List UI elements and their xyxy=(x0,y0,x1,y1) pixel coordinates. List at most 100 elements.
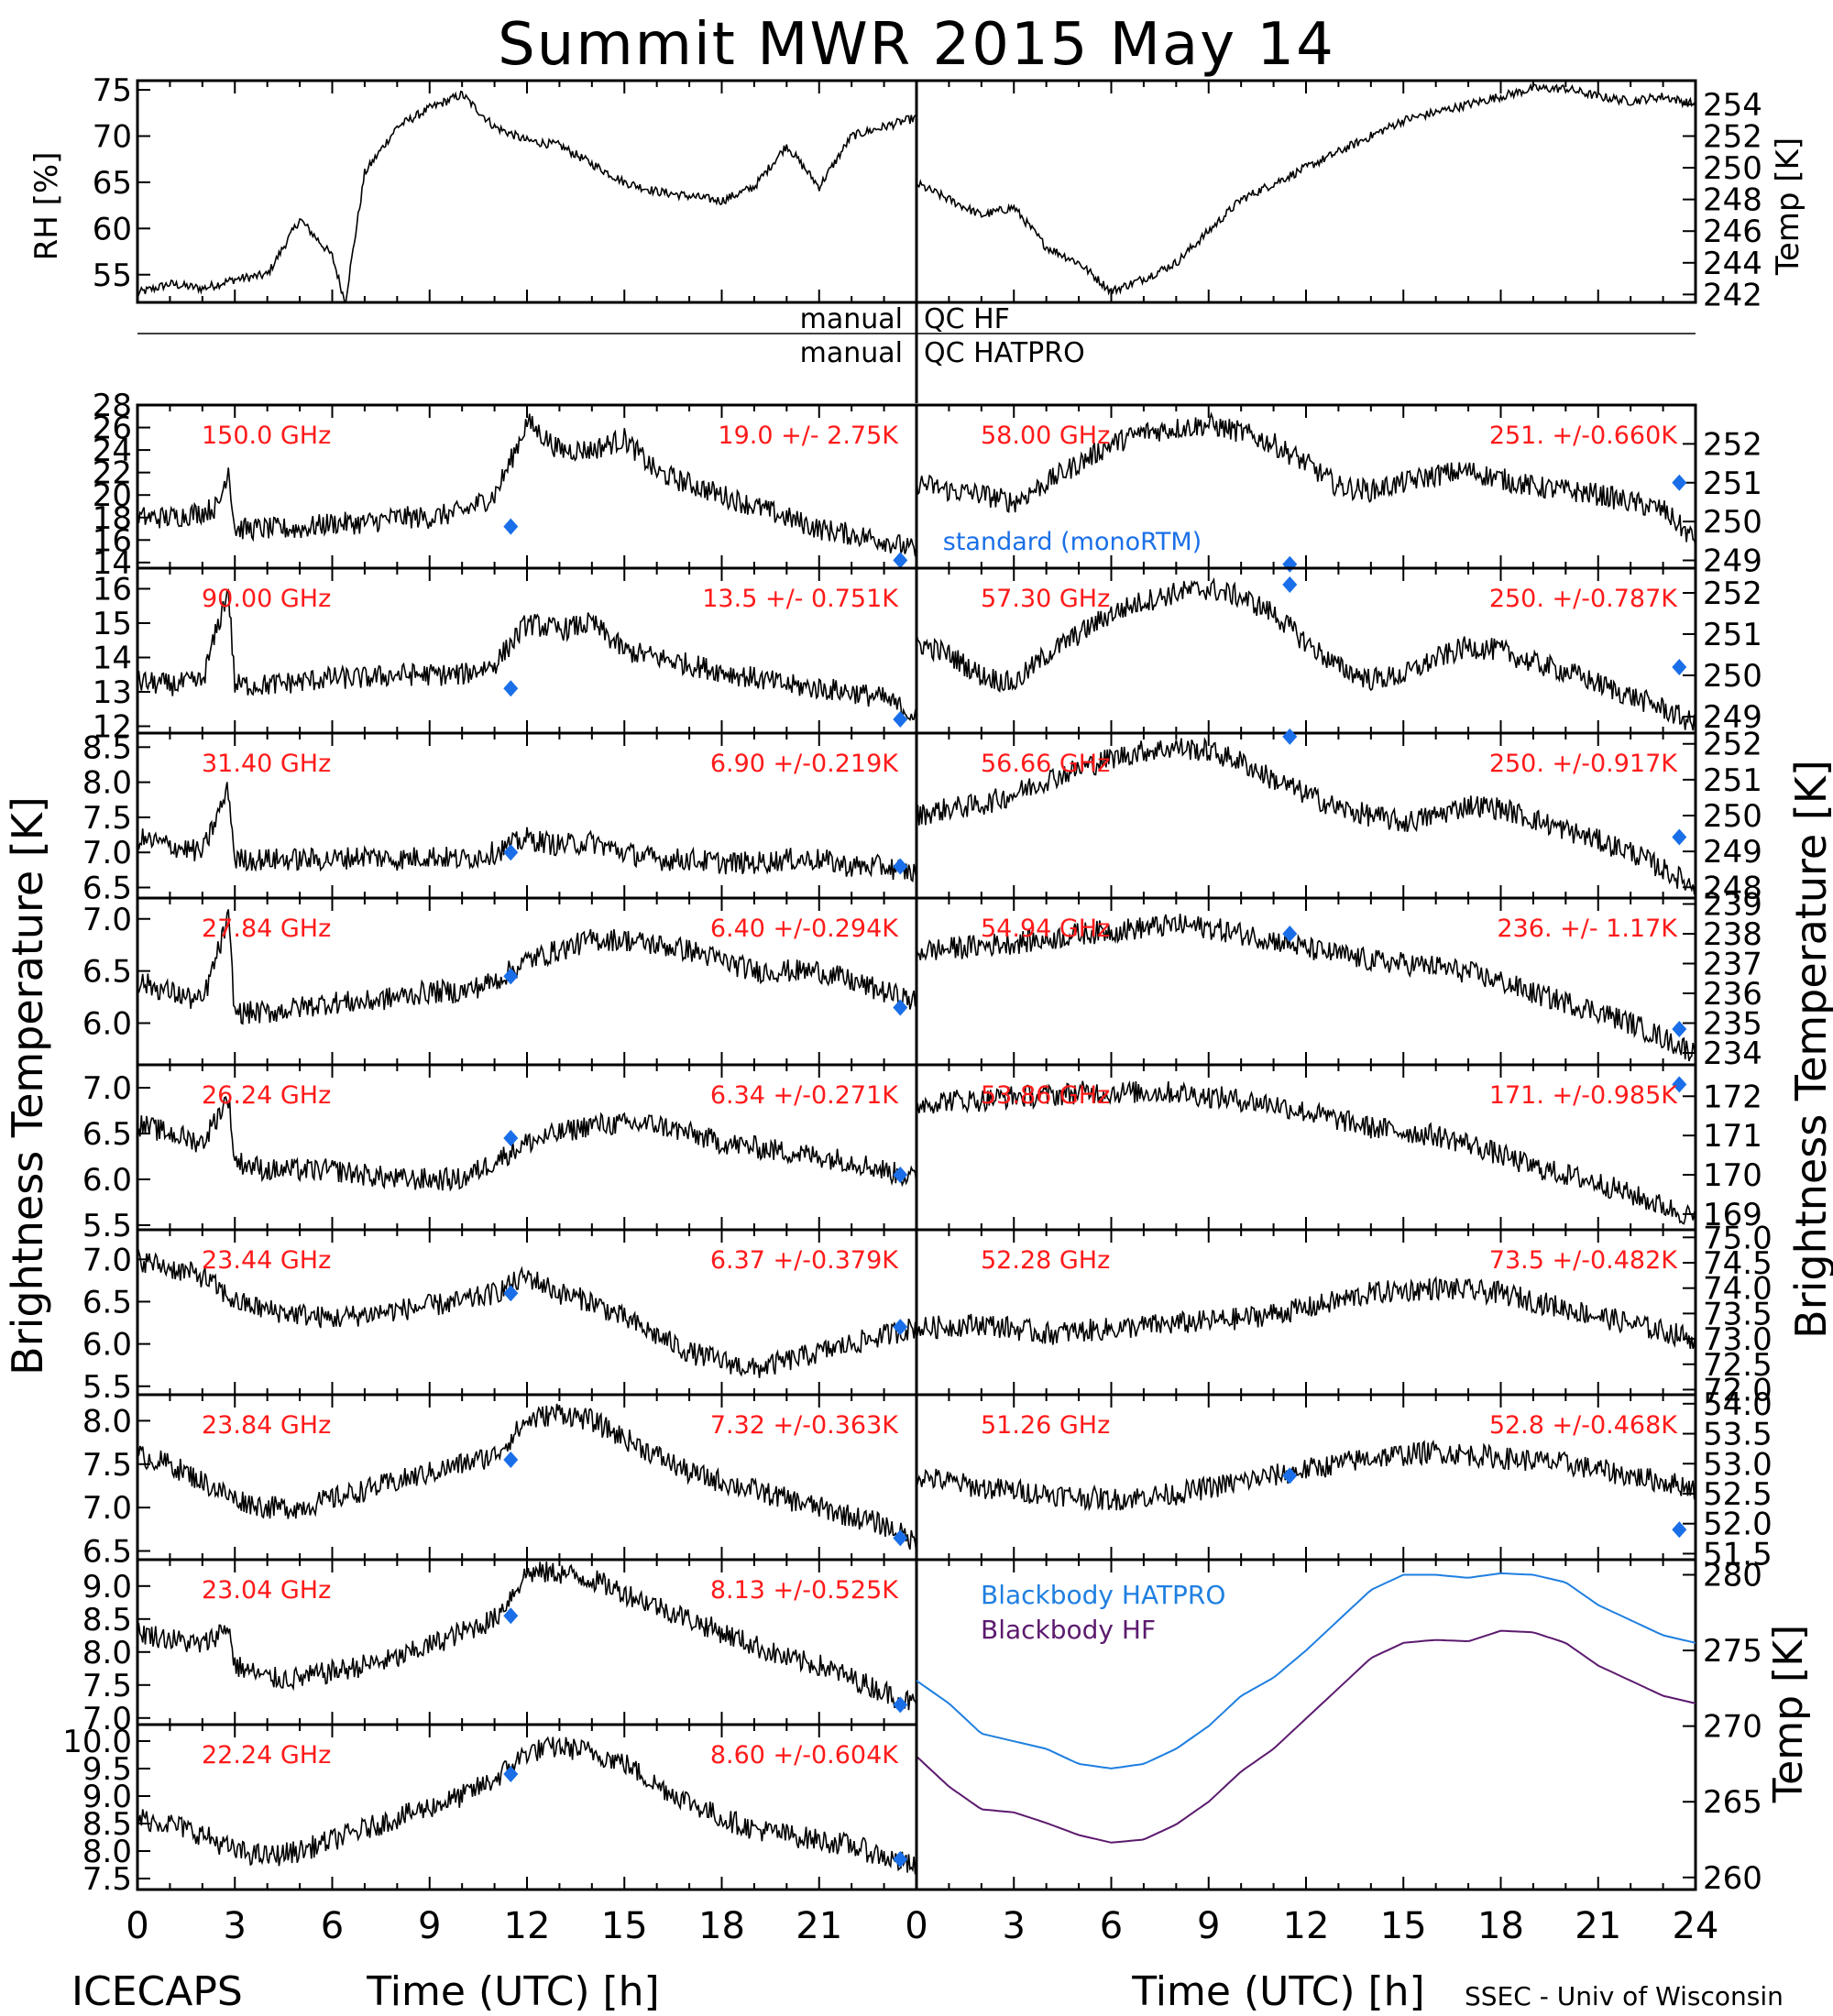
stats-label: 6.40 +/-0.294K xyxy=(710,915,899,943)
y-tick-label: 7.0 xyxy=(82,1070,132,1107)
y-tick-label: 248 xyxy=(1703,870,1762,906)
panel-27.84: 6.0 6.5 7.0 27.84 GHz 6.40 +/-0.294K xyxy=(82,896,918,1067)
frequency-label: 90.00 GHz xyxy=(202,585,331,613)
y-tick-label: 7.5 xyxy=(82,1861,132,1898)
y-tick-label: 6.0 xyxy=(82,1162,132,1199)
series-line xyxy=(916,1276,1696,1349)
panel-23.84: 6.5 7.0 7.5 8.0 23.84 GHz 7.32 +/-0.363K xyxy=(82,1393,918,1571)
model-marker xyxy=(1282,1467,1298,1485)
y-tick-label: 7.5 xyxy=(82,1668,132,1704)
model-marker xyxy=(1672,1021,1687,1037)
y-tick-label: 9.0 xyxy=(82,1779,132,1815)
y-tick-label: 250 xyxy=(1703,658,1762,695)
model-marker xyxy=(503,518,519,535)
panel-23.44: 5.5 6.0 6.5 7.0 23.44 GHz 6.37 +/-0.379K xyxy=(82,1228,918,1406)
y-tick-label: 238 xyxy=(1703,916,1762,953)
y-tick-label: 6.5 xyxy=(82,1534,132,1571)
y-tick-label: 244 xyxy=(1703,246,1762,282)
stats-label: 250. +/-0.787K xyxy=(1489,585,1678,613)
x-tick-label: 9 xyxy=(418,1905,441,1947)
series-line xyxy=(137,1403,916,1554)
frequency-label: 53.86 GHz xyxy=(981,1081,1110,1110)
x-tick-label: 12 xyxy=(504,1905,551,1947)
y-tick-label: 74.0 xyxy=(1703,1271,1773,1308)
y-tick-label: 14 xyxy=(93,545,132,582)
y-tick-label: 16 xyxy=(93,572,132,608)
y-tick-label: 65 xyxy=(93,165,132,202)
y-tick-label: 237 xyxy=(1703,947,1762,983)
series-line xyxy=(916,914,1696,1062)
x-tick-label: 15 xyxy=(601,1905,648,1947)
frequency-label: 23.44 GHz xyxy=(202,1246,331,1275)
y-tick-label: 54.0 xyxy=(1703,1386,1773,1423)
y-tick-label: 246 xyxy=(1703,214,1762,250)
y-tick-label: 26 xyxy=(93,411,132,447)
left-xlabel: Time (UTC) [h] xyxy=(366,1968,659,2015)
y-tick-label: 18 xyxy=(93,500,132,537)
series-line xyxy=(916,82,1696,296)
series-line xyxy=(137,909,916,1025)
y-tick-label: 172 xyxy=(1703,1079,1762,1115)
series-line xyxy=(137,90,916,302)
stats-label: 7.32 +/-0.363K xyxy=(710,1411,899,1440)
stats-label: 8.13 +/-0.525K xyxy=(710,1576,899,1605)
model-marker xyxy=(1282,728,1298,745)
y-tick-label: 239 xyxy=(1703,887,1762,924)
stats-label: 251. +/-0.660K xyxy=(1489,422,1678,450)
bb-ylabel: Temp [K] xyxy=(1765,1625,1812,1803)
series-line xyxy=(916,411,1696,547)
y-tick-label: 53.0 xyxy=(1703,1446,1773,1483)
y-tick-label: 252 xyxy=(1703,575,1762,612)
x-tick-label: 12 xyxy=(1283,1905,1330,1947)
y-tick-label: 252 xyxy=(1703,727,1762,763)
frequency-label: 150.0 GHz xyxy=(202,422,331,450)
panel-22.24: 7.58.08.59.09.510.0 22.24 GHz 8.60 +/-0.60… xyxy=(62,1723,918,1898)
model-marker xyxy=(893,1529,908,1547)
series-line xyxy=(916,1440,1696,1512)
y-tick-label: 249 xyxy=(1703,834,1762,871)
y-tick-label: 70 xyxy=(93,119,132,156)
y-tick-label: 8.5 xyxy=(82,729,132,766)
right-brightness-ylabel: Brightness Temperature [K] xyxy=(1786,760,1833,1339)
series-line xyxy=(137,1736,916,1875)
model-marker xyxy=(503,1766,519,1782)
frequency-label: 52.28 GHz xyxy=(981,1246,1110,1275)
qc-hatpro-right: QC HATPRO xyxy=(924,337,1085,369)
y-tick-label: 280 xyxy=(1703,1558,1762,1594)
x-tick-label: 9 xyxy=(1197,1905,1220,1947)
model-marker xyxy=(893,1167,908,1183)
qc-hatpro-left: manual xyxy=(800,337,903,369)
model-marker xyxy=(893,1319,908,1336)
x-tick-label: 3 xyxy=(1003,1905,1026,1947)
y-tick-label: 8.5 xyxy=(82,1602,132,1638)
footer-left: ICECAPS xyxy=(71,1968,243,2015)
y-tick-label: 7.0 xyxy=(82,835,132,871)
panel-blackbody: 260 265 270 275 280 xyxy=(915,1558,1762,1897)
y-tick-label: 7.0 xyxy=(82,1701,132,1737)
y-tick-label: 51.5 xyxy=(1703,1536,1773,1572)
model-marker xyxy=(1672,474,1687,491)
y-tick-label: 275 xyxy=(1703,1633,1762,1670)
y-tick-label: 8.5 xyxy=(82,1806,132,1843)
panel-26.24: 5.5 6.0 6.5 7.0 26.24 GHz 6.34 +/-0.271K xyxy=(82,1063,918,1244)
y-tick-label: 24 xyxy=(93,433,132,469)
y-tick-label: 72.5 xyxy=(1703,1347,1773,1384)
y-tick-label: 8.0 xyxy=(82,765,132,802)
y-tick-label: 248 xyxy=(1703,182,1762,219)
panel-51.26: 51.552.052.553.053.554.0 51.26 GHz 52.8 +/… xyxy=(915,1386,1773,1572)
standard-note: standard (monoRTM) xyxy=(943,528,1202,556)
rh-ylabel: RH [%] xyxy=(28,152,65,261)
y-tick-label: 6.5 xyxy=(82,954,132,991)
y-tick-label: 7.0 xyxy=(82,902,132,938)
frequency-label: 51.26 GHz xyxy=(981,1411,1110,1440)
y-tick-label: 13 xyxy=(93,674,132,711)
y-tick-label: 8.0 xyxy=(82,1403,132,1440)
y-tick-label: 60 xyxy=(93,211,132,247)
stats-label: 13.5 +/- 0.751K xyxy=(702,585,899,613)
stats-label: 8.60 +/-0.604K xyxy=(710,1741,899,1769)
model-marker xyxy=(1282,926,1298,942)
panel-23.04: 7.07.58.08.59.0 23.04 GHz 8.13 +/-0.525K xyxy=(82,1558,918,1737)
